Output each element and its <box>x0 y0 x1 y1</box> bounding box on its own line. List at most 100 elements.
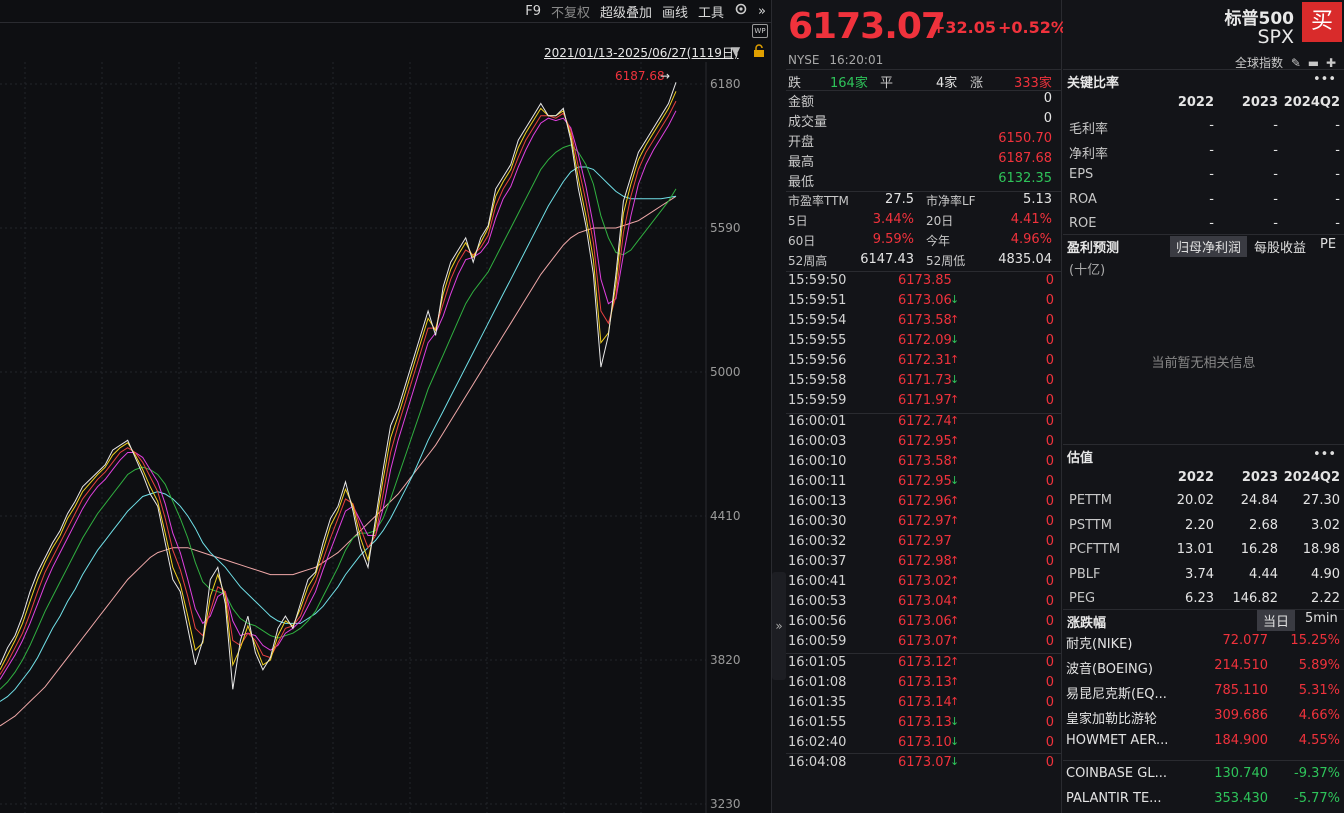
no-adjust-button[interactable]: 不复权 <box>550 5 590 21</box>
tick-price: 6172.74 <box>898 414 952 429</box>
arrow-up-icon: ↑ <box>950 574 960 587</box>
tick-time: 16:01:08 <box>788 675 847 690</box>
f9-button[interactable]: F9 <box>525 3 541 19</box>
expand-panel-handle[interactable]: » <box>772 572 786 680</box>
tab-eps[interactable]: 每股收益 <box>1254 241 1307 256</box>
mover-name: HOWMET AER... <box>1066 733 1169 748</box>
metric-row: PETTM 20.02 24.84 27.30 <box>1063 493 1344 517</box>
wp-icon[interactable]: WP <box>752 24 768 38</box>
tick-price: 6172.95 <box>898 474 952 489</box>
chart-toolbar: F9 不复权 超级叠加 画线 工具 » <box>0 0 772 22</box>
toolbar-divider <box>0 22 772 42</box>
ratio-label: 60日 <box>788 234 816 248</box>
tick-row: 16:00:10 6173.58 ↑ 0 <box>786 454 1062 474</box>
mover-row[interactable]: 皇家加勒比游轮 309.686 4.66% <box>1063 708 1344 733</box>
mover-row[interactable]: 耐克(NIKE) 72.077 15.25% <box>1063 633 1344 658</box>
year-header: 2023 <box>1241 470 1278 485</box>
more-icon[interactable]: ••• <box>1312 447 1336 462</box>
tab-5min[interactable]: 5min <box>1305 611 1338 626</box>
double-chevron-right-icon[interactable]: » <box>758 3 766 19</box>
plus-icon[interactable]: ✚ <box>1325 56 1336 70</box>
metric-value: 20.02 <box>1176 493 1214 508</box>
triangle-down-icon[interactable]: ▼ <box>731 44 741 58</box>
tick-volume: 0 <box>1045 715 1054 730</box>
y-tick-label: 3820 <box>710 653 741 667</box>
mover-row[interactable]: PALANTIR TE... 353.430 -5.77% <box>1063 791 1344 813</box>
mover-percent: 5.31% <box>1298 683 1340 698</box>
mover-price: 309.686 <box>1214 708 1268 723</box>
forecast-unit: (十亿) <box>1069 263 1106 278</box>
ratio-label: 今年 <box>926 234 951 248</box>
quote-field-value: 0 <box>1043 91 1052 106</box>
exchange-time: NYSE 16:20:01 <box>788 53 883 67</box>
tick-time: 16:00:32 <box>788 534 847 549</box>
mover-row[interactable]: 波音(BOEING) 214.510 5.89% <box>1063 658 1344 683</box>
mover-name: 易昆尼克斯(EQ... <box>1066 687 1167 702</box>
mover-price: 785.110 <box>1214 683 1268 698</box>
tick-time: 16:00:56 <box>788 614 847 629</box>
divider <box>1063 444 1344 445</box>
tools-button[interactable]: 工具 <box>698 5 725 21</box>
quote-time: 16:20:01 <box>829 53 884 67</box>
tick-volume: 0 <box>1045 393 1054 408</box>
tick-row: 16:00:32 6172.97 0 <box>786 534 1062 554</box>
quote-field-label: 最低 <box>788 175 815 190</box>
minus-icon[interactable]: ▬ <box>1307 56 1320 70</box>
tick-time: 15:59:51 <box>788 293 847 308</box>
index-code: SPX <box>1257 26 1294 48</box>
tick-row: 15:59:54 6173.58 ↑ 0 <box>786 313 1062 333</box>
ratio-label: 52周低 <box>926 254 966 268</box>
tab-pe[interactable]: PE <box>1320 237 1337 252</box>
metric-value: - <box>1273 167 1278 182</box>
mover-row[interactable]: 易昆尼克斯(EQ... 785.110 5.31% <box>1063 683 1344 708</box>
series-line-ma-red <box>0 100 677 675</box>
tick-row: 16:04:08 6173.07 ↓ 0 <box>786 755 1062 775</box>
more-icon[interactable]: ••• <box>1312 72 1336 87</box>
tick-price: 6173.85 <box>898 273 952 288</box>
metric-row: ROE - - - <box>1063 216 1344 240</box>
tick-price: 6171.97 <box>898 393 952 408</box>
metric-value: - <box>1209 118 1214 133</box>
tick-time: 16:00:01 <box>788 414 847 429</box>
tick-price: 6172.98 <box>898 554 952 569</box>
mover-name: 波音(BOEING) <box>1066 662 1153 677</box>
tab-net-profit[interactable]: 归母净利润 <box>1170 236 1248 257</box>
series-line-ma-cyan <box>0 166 677 702</box>
y-tick-label: 6180 <box>710 77 741 91</box>
mover-row[interactable]: COINBASE GL... 130.740 -9.37% <box>1063 766 1344 791</box>
tick-time: 15:59:55 <box>788 333 847 348</box>
edit-icon[interactable]: ✎ <box>1290 56 1301 70</box>
mover-row[interactable]: HOWMET AER... 184.900 4.55% <box>1063 733 1344 758</box>
global-index-label: 全球指数 <box>1235 56 1284 70</box>
global-index-link[interactable]: 全球指数 ✎ ▬ ✚ <box>1235 54 1336 71</box>
market-breadth: 跌 164家 平 4家 涨 333家 <box>786 72 1060 92</box>
metric-value: - <box>1335 191 1340 207</box>
flat-count: 4家 <box>936 76 958 91</box>
tick-row: 16:01:55 6173.13 ↓ 0 <box>786 715 1062 735</box>
draw-line-button[interactable]: 画线 <box>662 5 689 21</box>
metric-value: 2.68 <box>1249 517 1278 533</box>
tick-time: 15:59:56 <box>788 353 847 368</box>
tick-row: 16:00:30 6172.97 ↑ 0 <box>786 514 1062 534</box>
lock-icon[interactable] <box>752 44 766 58</box>
tick-volume: 0 <box>1045 414 1054 429</box>
chart-panel[interactable]: F9 不复权 超级叠加 画线 工具 » WP 2021/01/13-2025/0… <box>0 0 772 813</box>
tick-time: 16:00:59 <box>788 634 847 649</box>
buy-button[interactable]: 买 <box>1302 2 1342 42</box>
mover-percent: 4.66% <box>1298 708 1340 723</box>
tick-price: 6172.31 <box>898 353 952 368</box>
ratio-label: 52周高 <box>788 254 828 268</box>
tick-time: 15:59:58 <box>788 373 847 388</box>
date-range-label[interactable]: 2021/01/13-2025/06/27(1119日) <box>544 46 739 60</box>
last-price: 6173.07 <box>788 6 946 47</box>
tick-price: 6172.09 <box>898 333 952 348</box>
y-tick-label: 5590 <box>710 221 741 235</box>
ratio-value: 4.96% <box>1010 232 1052 247</box>
price-chart[interactable]: 6180 5590 5000 4410 3820 3230 6187.68→ <box>0 62 772 813</box>
arrow-up-icon: ↑ <box>950 494 960 507</box>
super-overlay-button[interactable]: 超级叠加 <box>599 5 652 21</box>
tab-today[interactable]: 当日 <box>1257 610 1296 631</box>
tick-volume: 0 <box>1045 454 1054 469</box>
tick-time: 16:00:11 <box>788 474 847 489</box>
gear-icon[interactable] <box>734 2 748 20</box>
